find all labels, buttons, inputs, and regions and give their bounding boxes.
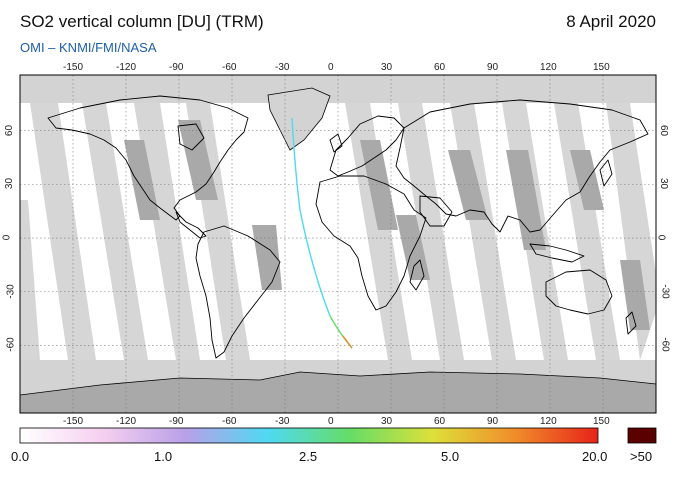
central-america-coast [175,211,207,239]
colorbar-overflow-box [627,427,657,444]
lon-tick-bot-3: -60 [222,416,237,427]
africa-coast [315,175,427,311]
lon-tick-top-9: 120 [540,62,557,73]
lon-tick-bot-7: 60 [434,416,446,427]
europe-coast [329,115,405,177]
indonesia-coast [529,243,585,263]
colorbar-label-1: 1.0 [154,449,173,464]
lon-tick-top-5: 0 [328,62,334,73]
lon-tick-top-8: 90 [487,62,499,73]
japan-coast [599,159,613,187]
new-zealand-coast [625,311,637,335]
colorbar-label-4: 20.0 [582,449,608,464]
colorbar-label-0: 0.0 [11,449,30,464]
lon-tick-top-10: 150 [593,62,610,73]
map-date: 8 April 2020 [566,12,656,31]
colorbar-label-3: 5.0 [441,449,460,464]
map-frame [19,74,657,414]
data-credit: OMI – KNMI/FMI/NASA [20,40,157,55]
colorbar-overflow-label: >50 [630,449,653,464]
lon-tick-bot-0: -150 [63,416,84,427]
asia-coast [395,99,649,233]
colorbar [19,427,599,444]
so2-trace [291,117,353,349]
lon-tick-bot-10: 150 [593,416,610,427]
lon-tick-top-7: 60 [434,62,446,73]
greenland [267,87,331,151]
lon-tick-bot-1: -120 [116,416,137,427]
lon-tick-top-3: -60 [222,62,237,73]
lon-tick-top-6: 30 [381,62,393,73]
lon-tick-top-0: -150 [63,62,84,73]
colorbar-label-2: 2.5 [299,449,318,464]
map-title: SO2 vertical column [DU] (TRM) [20,12,264,31]
hudson-bay [177,123,205,151]
lon-tick-top-4: -30 [275,62,290,73]
madagascar-coast [409,259,425,291]
south-america-coast [195,225,281,359]
uk-coast [329,133,343,153]
coastlines [47,95,649,359]
lon-tick-top-2: -90 [169,62,184,73]
lon-tick-bot-2: -90 [169,416,184,427]
lon-tick-bot-6: 30 [381,416,393,427]
australia-coast [545,269,613,315]
lon-tick-top-1: -120 [116,62,137,73]
lon-tick-bot-8: 90 [487,416,499,427]
lon-tick-bot-4: -30 [275,416,290,427]
arabia-coast [419,195,453,227]
north-america-coast [47,95,249,221]
lon-tick-bot-5: 0 [328,416,334,427]
lon-tick-bot-9: 120 [540,416,557,427]
